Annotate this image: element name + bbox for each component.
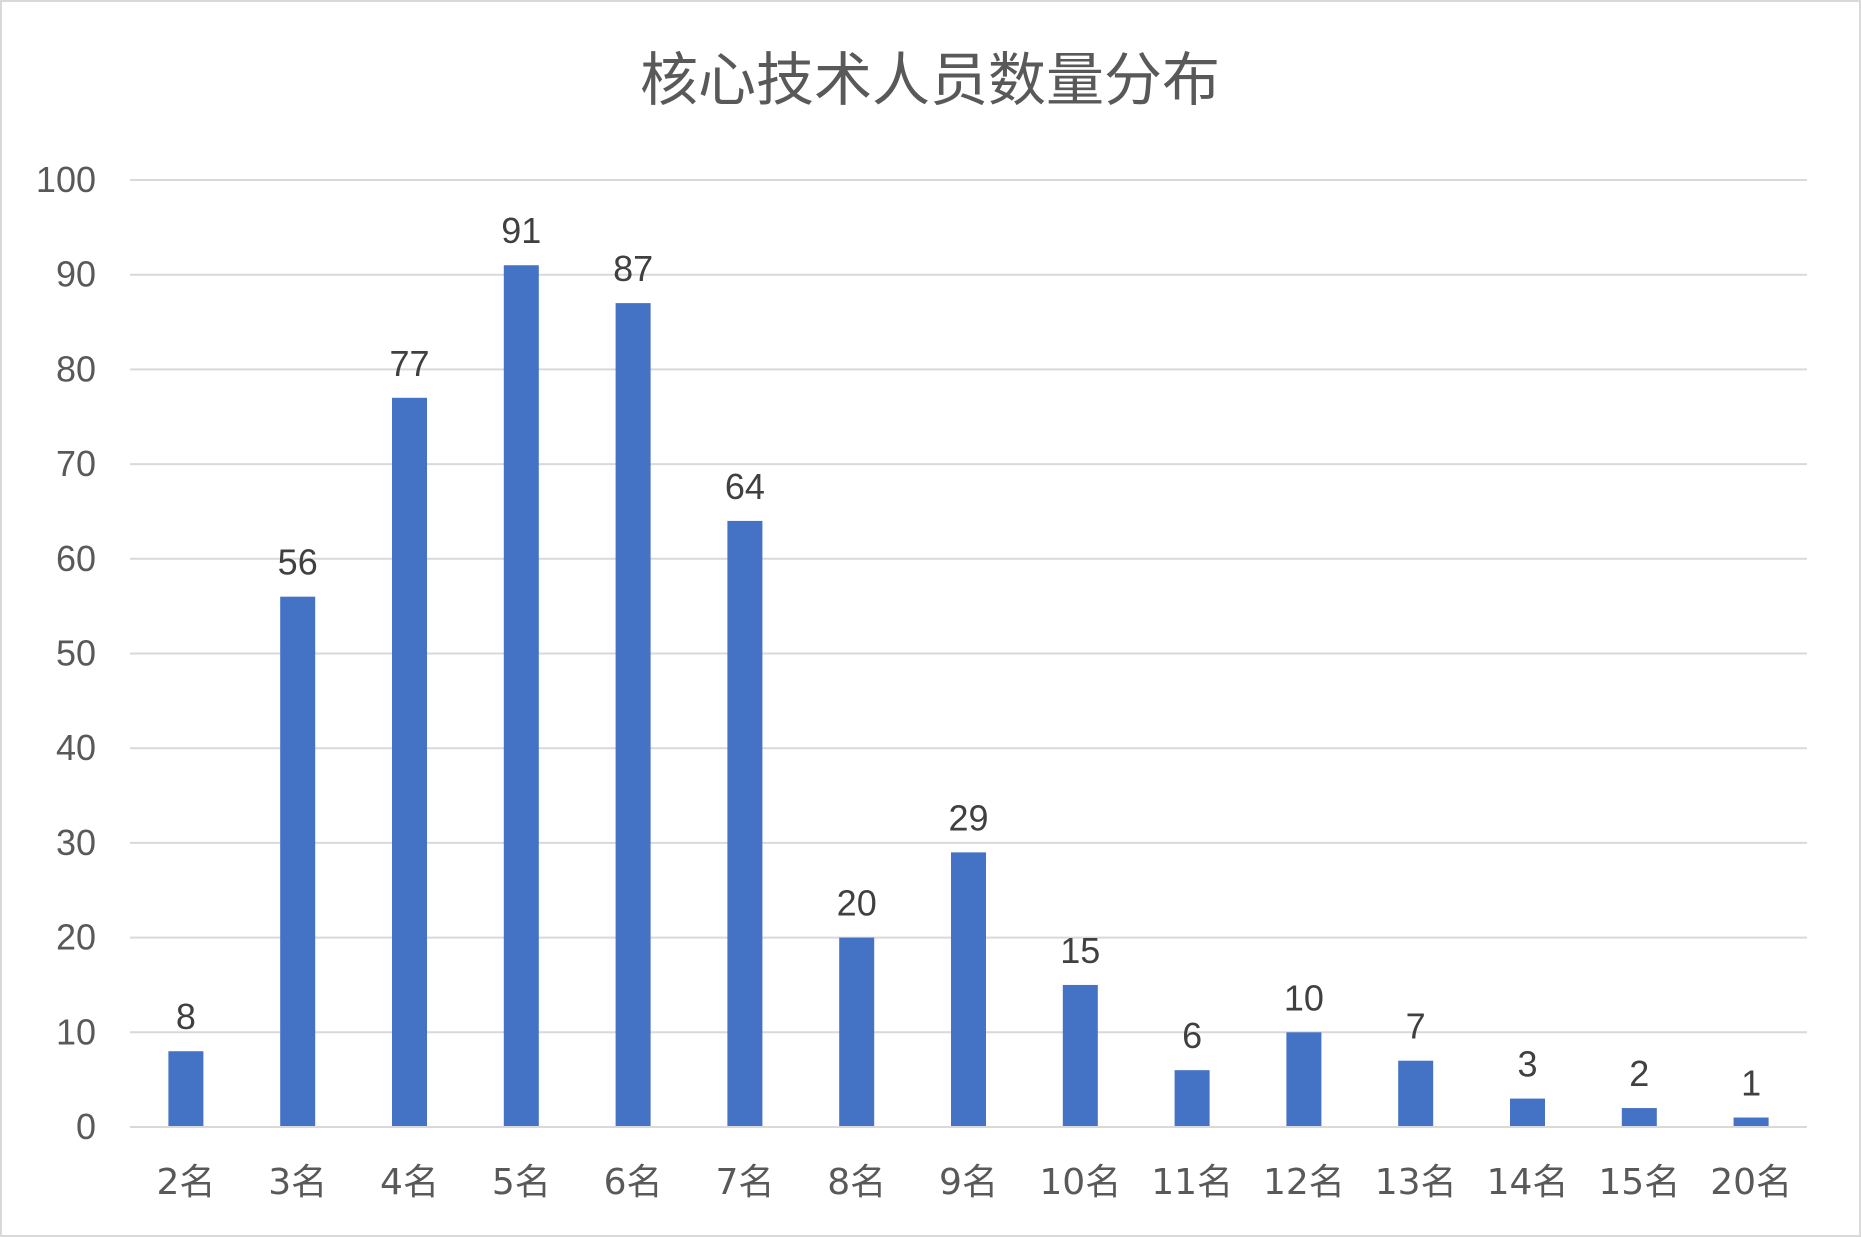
data-labels: 8 56 77 91 87 64 20 29 15 6 10 7 3 2 1 bbox=[176, 210, 1761, 1103]
x-category-label: 6名 bbox=[604, 1162, 663, 1203]
bar bbox=[1398, 1060, 1434, 1127]
data-label: 7 bbox=[1406, 1006, 1426, 1047]
data-label: 8 bbox=[176, 996, 196, 1037]
x-category-label: 15名 bbox=[1598, 1162, 1680, 1203]
data-label: 15 bbox=[1060, 930, 1100, 971]
bar bbox=[951, 852, 986, 1127]
data-label: 1 bbox=[1741, 1063, 1761, 1104]
y-tick-label: 60 bbox=[56, 538, 96, 579]
data-label: 91 bbox=[501, 210, 541, 251]
bar bbox=[1621, 1108, 1657, 1127]
y-tick-label: 40 bbox=[56, 727, 96, 768]
y-tick-label: 90 bbox=[56, 254, 96, 295]
x-category-label: 3名 bbox=[268, 1162, 327, 1203]
data-label: 6 bbox=[1182, 1015, 1202, 1056]
bar bbox=[1174, 1070, 1210, 1127]
x-category-label: 9名 bbox=[939, 1162, 998, 1203]
x-category-label: 12名 bbox=[1263, 1162, 1345, 1203]
y-tick-label: 30 bbox=[56, 822, 96, 863]
bar bbox=[839, 937, 875, 1127]
data-label: 2 bbox=[1629, 1053, 1649, 1094]
bar bbox=[392, 397, 427, 1127]
x-category-label: 4名 bbox=[380, 1162, 439, 1203]
data-label: 29 bbox=[948, 797, 988, 838]
bar bbox=[1286, 1032, 1322, 1127]
x-category-label: 11名 bbox=[1151, 1162, 1233, 1203]
data-label: 3 bbox=[1517, 1044, 1537, 1085]
data-label: 87 bbox=[613, 248, 653, 289]
bar bbox=[1733, 1117, 1769, 1127]
y-tick-label: 10 bbox=[56, 1011, 96, 1052]
bar bbox=[615, 303, 651, 1127]
bar bbox=[168, 1051, 204, 1127]
bar bbox=[503, 265, 539, 1128]
x-category-label: 13名 bbox=[1375, 1162, 1457, 1203]
bar bbox=[1510, 1098, 1545, 1127]
x-category-label: 2名 bbox=[156, 1162, 215, 1203]
chart-title: 核心技术人员数量分布 bbox=[640, 46, 1220, 114]
data-label: 64 bbox=[725, 466, 765, 507]
bar bbox=[1062, 984, 1098, 1127]
y-tick-label: 0 bbox=[76, 1106, 96, 1147]
data-label: 10 bbox=[1284, 977, 1324, 1018]
bar bbox=[280, 596, 316, 1127]
x-category-label: 10名 bbox=[1039, 1162, 1121, 1203]
y-tick-label: 70 bbox=[56, 443, 96, 484]
data-label: 20 bbox=[837, 883, 877, 924]
y-tick-label: 50 bbox=[56, 633, 96, 674]
x-category-label: 5名 bbox=[492, 1162, 551, 1203]
y-axis-tick-labels: 0 10 20 30 40 50 60 70 80 90 100 bbox=[36, 159, 96, 1147]
y-tick-label: 100 bbox=[36, 159, 96, 200]
y-tick-label: 20 bbox=[56, 917, 96, 958]
x-category-label: 7名 bbox=[715, 1162, 774, 1203]
x-category-label: 8名 bbox=[827, 1162, 886, 1203]
y-tick-label: 80 bbox=[56, 348, 96, 389]
x-axis-category-labels: 2名 3名 4名 5名 6名 7名 8名 9名 10名 11名 12名 13名 14名 15名 20名 bbox=[156, 1162, 1792, 1203]
x-category-label: 20名 bbox=[1710, 1162, 1792, 1203]
data-label: 56 bbox=[278, 542, 318, 583]
x-category-label: 14名 bbox=[1487, 1162, 1569, 1203]
bar bbox=[727, 520, 763, 1127]
data-label: 77 bbox=[389, 343, 429, 384]
bars bbox=[168, 265, 1769, 1128]
